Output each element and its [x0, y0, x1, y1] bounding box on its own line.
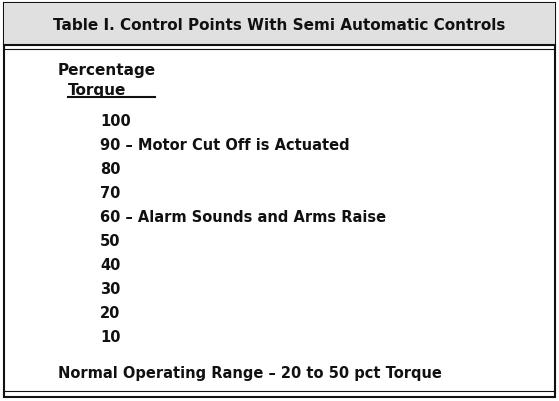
Text: 90 – Motor Cut Off is Actuated: 90 – Motor Cut Off is Actuated	[100, 138, 349, 153]
Text: 70: 70	[100, 186, 120, 201]
Text: Normal Operating Range – 20 to 50 pct Torque: Normal Operating Range – 20 to 50 pct To…	[58, 366, 442, 381]
Text: 30: 30	[100, 282, 120, 297]
Text: 10: 10	[100, 330, 121, 344]
Text: 50: 50	[100, 234, 121, 249]
Text: Percentage: Percentage	[58, 62, 156, 77]
Text: 60 – Alarm Sounds and Arms Raise: 60 – Alarm Sounds and Arms Raise	[100, 210, 386, 225]
Text: Torque: Torque	[68, 82, 126, 97]
Bar	[4, 4, 555, 46]
Text: 80: 80	[100, 162, 121, 177]
Text: 40: 40	[100, 258, 120, 273]
Text: 20: 20	[100, 306, 120, 321]
Text: Table I. Control Points With Semi Automatic Controls: Table I. Control Points With Semi Automa…	[53, 18, 505, 33]
Text: 100: 100	[100, 114, 131, 129]
